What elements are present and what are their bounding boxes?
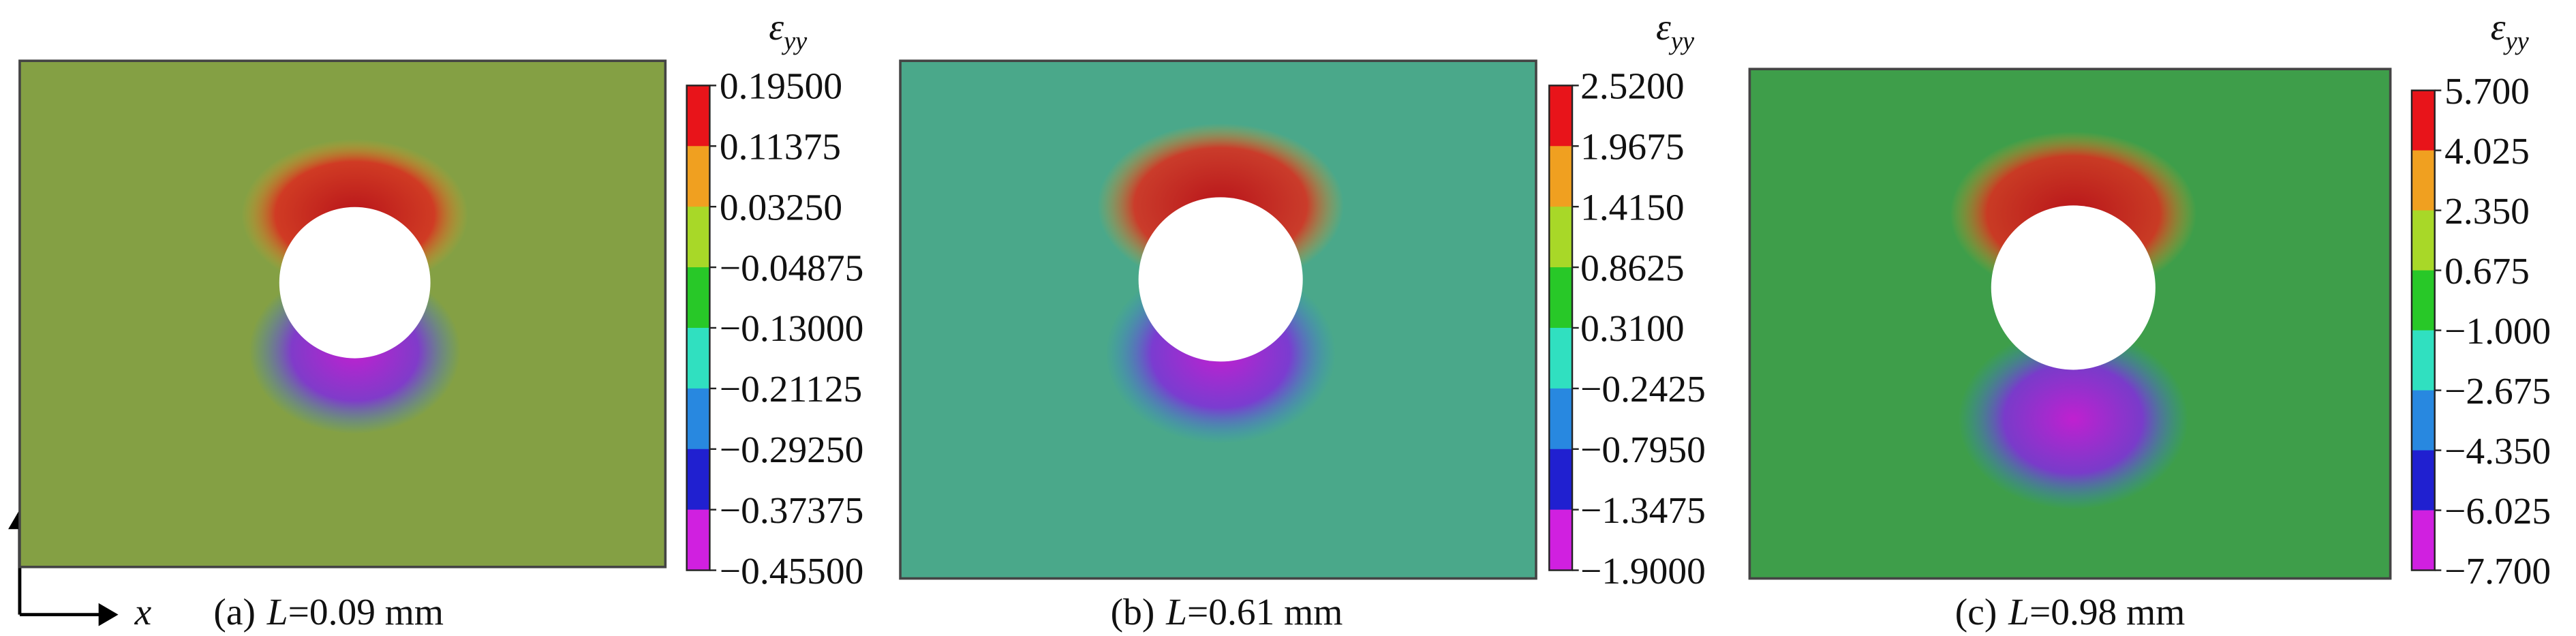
- compression-zone: [1958, 329, 2189, 510]
- hole: [279, 207, 431, 359]
- colorbar-tick-label: 0.03250: [720, 186, 842, 228]
- colorbar-label: εyy: [2491, 6, 2530, 55]
- colorbar-label: εyy: [1656, 6, 1695, 55]
- colorbar-band: [1549, 207, 1573, 268]
- caption-value: =0.98 mm: [2029, 591, 2185, 633]
- caption-tag: (b): [1111, 591, 1155, 633]
- caption-variable: L: [1165, 591, 1187, 633]
- hole: [1138, 197, 1303, 362]
- colorbar-tick-label: −0.04875: [720, 247, 863, 288]
- colorbar-tick-label: 1.9675: [1580, 126, 1684, 168]
- colorbar-tick-label: 2.5200: [1580, 65, 1684, 107]
- colorbar-band: [686, 207, 710, 268]
- colorbar-band: [1549, 267, 1573, 329]
- caption-tag: (a): [213, 591, 256, 633]
- colorbar-label: εyy: [769, 6, 808, 55]
- caption-value: =0.61 mm: [1187, 591, 1343, 633]
- caption-tag: (c): [1955, 591, 1997, 633]
- caption: (a) L=0.09 mm: [213, 591, 444, 633]
- colorbar-band: [1549, 449, 1573, 511]
- colorbar-tick-label: −6.025: [2444, 490, 2551, 532]
- colorbar-tick-label: −4.350: [2444, 430, 2551, 472]
- colorbar-tick-label: −7.700: [2444, 550, 2551, 592]
- x-axis-label: x: [134, 591, 152, 633]
- caption-variable: L: [2008, 591, 2029, 633]
- colorbar-tick-label: 5.700: [2444, 70, 2530, 112]
- colorbar-band: [686, 267, 710, 329]
- colorbar-band: [686, 327, 710, 389]
- colorbar-tick-label: 0.8625: [1580, 247, 1684, 288]
- colorbar-band: [2411, 150, 2435, 211]
- colorbar-tick-label: 1.4150: [1580, 186, 1684, 228]
- caption: (c) L=0.98 mm: [1955, 591, 2186, 633]
- colorbar-tick-label: −1.3475: [1580, 489, 1706, 531]
- colorbar-tick-label: −0.2425: [1580, 368, 1706, 410]
- colorbar-tick-label: −2.675: [2444, 370, 2551, 412]
- colorbar-band: [1549, 388, 1573, 450]
- colorbar-band: [2411, 330, 2435, 391]
- colorbar-tick-label: −0.37375: [720, 489, 863, 531]
- colorbar-band: [1549, 85, 1573, 147]
- symbol: ε: [769, 6, 784, 48]
- colorbar-frame: [1548, 85, 1574, 571]
- colorbar-tick-label: −0.7950: [1580, 429, 1706, 470]
- colorbar-tick-label: −0.13000: [720, 307, 863, 349]
- colorbar-band: [2411, 450, 2435, 511]
- colorbar-tick-label: 4.025: [2444, 130, 2530, 172]
- colorbar-band: [2411, 510, 2435, 571]
- symbol: ε: [1656, 6, 1671, 48]
- colorbar-tick-label: 0.19500: [720, 65, 842, 107]
- colorbar-band: [686, 388, 710, 450]
- colorbar-tick-label: −1.000: [2444, 310, 2551, 352]
- colorbar-tick-label: −0.45500: [720, 550, 863, 592]
- subscript: yy: [781, 27, 808, 55]
- subscript: yy: [1668, 27, 1695, 55]
- subscript: yy: [2503, 27, 2530, 55]
- colorbar-band: [686, 146, 710, 207]
- colorbar-tick-label: −1.9000: [1580, 550, 1706, 592]
- colorbar-band: [2411, 270, 2435, 331]
- colorbar-band: [2411, 210, 2435, 271]
- strain-map: [899, 59, 1537, 580]
- hole: [1991, 205, 2156, 370]
- colorbar-tick-label: 0.3100: [1580, 307, 1684, 349]
- strain-map: [18, 59, 667, 569]
- caption: (b) L=0.61 mm: [1111, 591, 1343, 633]
- colorbar-band: [2411, 90, 2435, 151]
- symbol: ε: [2491, 6, 2506, 48]
- colorbar-band: [1549, 509, 1573, 571]
- colorbar-band: [1549, 146, 1573, 207]
- colorbar-band: [686, 509, 710, 571]
- colorbar-tick-label: 0.675: [2444, 250, 2530, 292]
- colorbar-band: [686, 449, 710, 511]
- caption-value: =0.09 mm: [288, 591, 444, 633]
- colorbar-band: [1549, 327, 1573, 389]
- colorbar-tick-label: −0.21125: [720, 368, 862, 410]
- caption-variable: L: [266, 591, 288, 633]
- colorbar-tick-label: −0.29250: [720, 429, 863, 470]
- colorbar-band: [2411, 390, 2435, 451]
- colorbar-tick-label: 0.11375: [720, 126, 841, 168]
- colorbar-tick-label: 2.350: [2444, 190, 2530, 232]
- colorbar-band: [686, 85, 710, 147]
- strain-map: [1748, 67, 2392, 580]
